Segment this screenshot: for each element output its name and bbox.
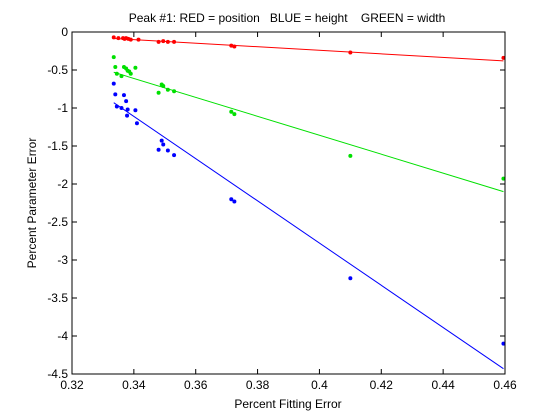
x-tick-label: 0.44 <box>431 378 455 392</box>
series-1-point <box>113 64 118 69</box>
series-1-point <box>128 71 133 76</box>
series-0-point <box>116 36 121 41</box>
series-2-point <box>134 121 139 126</box>
y-axis-label: Percent Parameter Error <box>25 138 39 269</box>
series-2-point <box>124 99 129 104</box>
series-1-point <box>232 112 237 117</box>
plot-frame <box>71 31 506 375</box>
series-0-point <box>111 35 116 40</box>
series-2-point <box>119 106 124 110</box>
series-2-point <box>161 142 166 147</box>
series-1-point <box>111 55 116 60</box>
series-0-point <box>232 44 237 49</box>
x-tick-label: 0.32 <box>60 378 84 392</box>
y-tick-label: -4 <box>57 329 68 343</box>
y-tick-label: -1 <box>57 101 68 115</box>
series-0-point <box>156 39 161 44</box>
series-0-point <box>501 55 506 60</box>
x-tick-label: 0.4 <box>311 378 328 392</box>
series-2-point <box>232 199 237 204</box>
series-0-point <box>128 37 133 42</box>
series-2-point <box>172 153 177 158</box>
y-tick-label: -3.5 <box>47 291 68 305</box>
series-2-point <box>125 113 130 118</box>
y-tick-label: -0.5 <box>47 63 68 77</box>
plot-area <box>111 35 506 370</box>
series-0-point <box>229 43 234 48</box>
series-1-point <box>133 65 138 70</box>
series-1-point <box>501 176 506 181</box>
series-1-point <box>114 71 119 76</box>
x-tick-label: 0.36 <box>184 378 208 392</box>
series-2-point <box>121 93 126 98</box>
series-2-point <box>229 197 234 202</box>
series-0-point <box>165 39 170 44</box>
x-tick-label: 0.42 <box>370 378 394 392</box>
series-1-point <box>172 89 177 94</box>
series-0-fit-line <box>113 37 504 62</box>
y-tick-label: 0 <box>61 25 68 39</box>
x-tick-label: 0.34 <box>122 378 146 392</box>
series-1-point <box>165 87 170 92</box>
series-2-point <box>159 138 164 143</box>
x-axis-label: Percent Fitting Error <box>234 397 341 411</box>
series-2-point <box>348 276 353 281</box>
series-2-point <box>125 107 130 112</box>
series-1-point <box>119 74 124 79</box>
series-2-fit-line <box>113 102 504 370</box>
y-tick-label: -1.5 <box>47 139 68 153</box>
series-2-point <box>501 341 506 346</box>
series-1-point <box>156 90 161 95</box>
series-2-point <box>114 104 119 109</box>
series-0-point <box>172 39 177 44</box>
series-1-point <box>348 153 353 158</box>
series-1-point <box>161 83 166 88</box>
y-axis-ticks: 0 -0.5 -1 -1.5 -2 -2.5 -3 -3.5 -4 -4.5 <box>47 25 505 381</box>
y-tick-label: -4.5 <box>47 367 68 381</box>
series-1-point <box>229 109 234 114</box>
series-2-point <box>111 81 116 86</box>
chart-title: Peak #1: RED = position BLUE = height GR… <box>129 11 446 25</box>
series-2-point <box>165 148 170 153</box>
series-0-point <box>136 37 141 42</box>
y-tick-label: -3 <box>57 253 68 267</box>
x-tick-label: 0.46 <box>493 378 517 392</box>
series-0-point <box>161 39 166 44</box>
x-axis-ticks: 0.32 0.34 0.36 0.38 0.4 0.42 0.44 0.46 <box>60 32 517 392</box>
series-1-fit-line <box>113 71 504 193</box>
series-2-point <box>133 108 138 113</box>
y-tick-label: -2.5 <box>47 215 68 229</box>
series-2-point <box>156 147 161 152</box>
x-tick-label: 0.38 <box>246 378 270 392</box>
series-0-point <box>348 50 353 55</box>
y-tick-label: -2 <box>57 177 68 191</box>
series-2-point <box>113 92 118 97</box>
